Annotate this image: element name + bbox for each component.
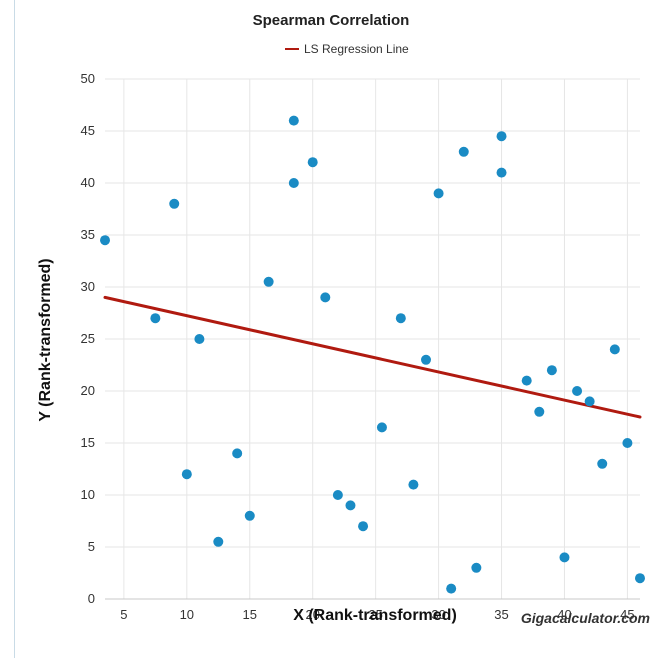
data-point (408, 479, 419, 490)
data-point (609, 344, 620, 355)
x-tick-label: 10 (180, 607, 194, 622)
data-point (572, 386, 583, 396)
data-point (150, 313, 161, 324)
x-tick-label: 15 (243, 607, 257, 622)
credit-text[interactable]: Gigacalculator.com (520, 610, 650, 626)
x-tick-label: 30 (431, 607, 445, 622)
data-point (534, 406, 545, 417)
y-tick-label: 10 (81, 487, 95, 502)
data-point (194, 334, 205, 344)
grid (105, 78, 640, 600)
x-tick-label: 35 (494, 607, 508, 622)
data-point (358, 521, 369, 532)
data-point (376, 422, 387, 433)
data-point (521, 375, 532, 386)
legend-label: LS Regression Line (304, 42, 409, 56)
data-point (345, 500, 356, 511)
data-point (232, 448, 243, 459)
ticks: 0 5 10 15 20 25 30 35 40 45 50 5 10 15 20 25 30 35 40 45 (81, 71, 635, 622)
x-tick-label: 25 (368, 607, 382, 622)
y-axis-label: Y (Rank-transformed) (37, 258, 54, 422)
data-point (559, 552, 570, 563)
y-tick-label: 25 (81, 331, 95, 346)
data-point (622, 438, 633, 448)
x-tick-label: 45 (620, 607, 634, 622)
data-point (635, 573, 645, 584)
data-point (471, 562, 482, 573)
data-point (100, 235, 110, 246)
data-point (597, 458, 608, 469)
x-tick-label: 5 (120, 607, 127, 622)
data-point (213, 536, 224, 547)
x-axis-label: X (Rank-transformed) (293, 607, 457, 624)
y-tick-label: 45 (81, 123, 95, 138)
y-tick-label: 30 (81, 279, 95, 294)
data-point (307, 157, 318, 168)
y-tick-label: 15 (81, 435, 95, 450)
data-point (446, 583, 457, 594)
data-point (181, 469, 192, 480)
regression-line (103, 295, 642, 419)
legend[interactable]: LS Regression Line (285, 42, 409, 56)
points-group (100, 115, 645, 594)
data-point (496, 167, 507, 178)
data-point (584, 396, 595, 407)
data-point (395, 313, 406, 324)
chart-title: Spearman Correlation (252, 12, 410, 29)
data-point (421, 354, 431, 365)
data-point (546, 365, 557, 376)
x-tick-label: 20 (305, 607, 319, 622)
data-point (332, 490, 343, 500)
left-border (14, 0, 15, 658)
y-tick-label: 35 (81, 227, 95, 242)
data-point (458, 146, 469, 157)
y-tick-label: 5 (88, 539, 95, 554)
data-point (433, 188, 444, 199)
data-point (263, 276, 274, 287)
data-point (496, 131, 507, 142)
data-point (288, 178, 299, 188)
y-tick-label: 50 (81, 71, 95, 86)
legend-line-swatch (285, 48, 299, 50)
y-tick-label: 0 (88, 591, 95, 606)
data-point (320, 292, 331, 303)
data-point (288, 115, 299, 126)
regression-line-group (103, 295, 642, 419)
x-tick-label: 40 (557, 607, 571, 622)
y-tick-label: 40 (81, 175, 95, 190)
data-point (244, 510, 255, 521)
y-tick-label: 20 (81, 383, 95, 398)
data-point (169, 198, 180, 209)
